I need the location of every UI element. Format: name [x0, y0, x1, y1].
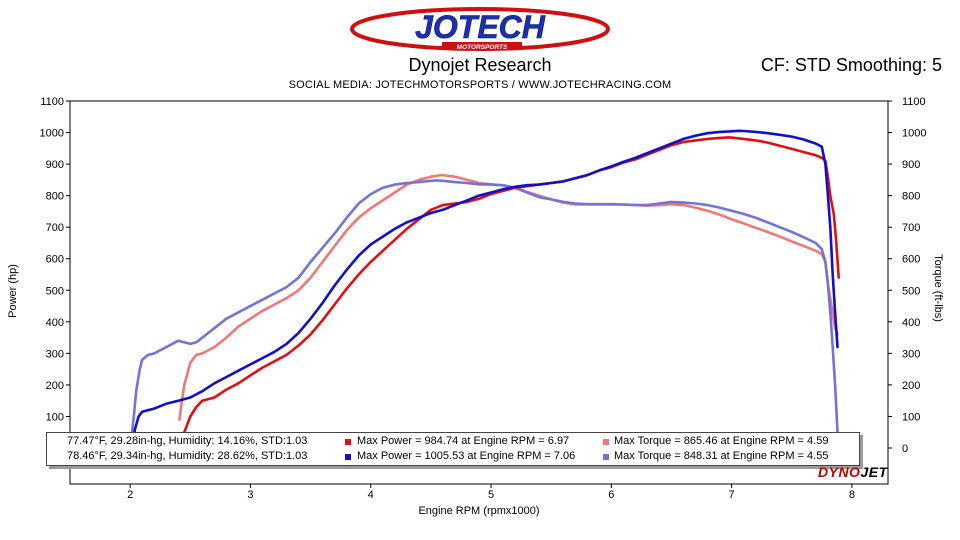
series-line-run-2-power — [131, 129, 839, 447]
chart-title: Dynojet Research — [408, 55, 552, 75]
y-tick-label: 1000 — [40, 128, 64, 140]
x-tick-label: 6 — [608, 489, 614, 501]
y-tick-label: 300 — [46, 348, 64, 360]
legend-swatch-run1-power — [345, 439, 351, 445]
legend-conditions: 78.46°F, 29.34in-hg, Humidity: 28.62%, S… — [67, 450, 308, 462]
y2-tick-label: 400 — [902, 317, 920, 329]
y2-tick-label: 100 — [902, 411, 920, 423]
y-tick-label: 600 — [46, 254, 64, 266]
legend-max-torque: Max Torque = 848.31 at Engine RPM = 4.55 — [614, 450, 829, 462]
y-axis-right: 0 100 200 300 400 500 600 700 800 900 1000 1100 — [888, 96, 926, 455]
y-tick-label: 1100 — [40, 96, 64, 108]
y2-tick-label: 900 — [902, 159, 920, 171]
legend-max-power: Max Power = 984.74 at Engine RPM = 6.97 — [357, 435, 570, 447]
y2-tick-label: 700 — [902, 222, 920, 234]
legend-row-run2: 78.46°F, 29.34in-hg, Humidity: 28.62%, S… — [47, 448, 859, 464]
y-tick-label: 900 — [46, 159, 64, 171]
dynojet-logo: DYNOJET — [818, 464, 888, 480]
legend: 77.47°F, 29.28in-hg, Humidity: 14.16%, S… — [46, 432, 860, 466]
logo-subtext: MOTORSPORTS — [457, 44, 508, 51]
y2-axis-label: Torque (ft-lbs) — [932, 254, 944, 322]
y-tick-label: 400 — [46, 317, 64, 329]
legend-swatch-run2-power — [345, 454, 351, 460]
y2-tick-label: 200 — [902, 380, 920, 392]
y2-tick-label: 0 — [902, 443, 908, 455]
jotech-logo: JOTECH MOTORSPORTS — [350, 7, 610, 51]
legend-row-run1: 77.47°F, 29.28in-hg, Humidity: 14.16%, S… — [47, 433, 859, 449]
chart-curves — [130, 129, 841, 447]
x-tick-label: 8 — [849, 489, 855, 501]
legend-max-torque: Max Torque = 865.46 at Engine RPM = 4.59 — [614, 435, 829, 447]
y-tick-label: 200 — [46, 380, 64, 392]
x-tick-label: 7 — [729, 489, 735, 501]
y2-tick-label: 800 — [902, 191, 920, 203]
series-line-run-2-torque — [130, 179, 839, 440]
correction-factor: CF: STD Smoothing: 5 — [760, 55, 942, 75]
legend-max-power: Max Power = 1005.53 at Engine RPM = 7.06 — [357, 450, 576, 462]
y2-tick-label: 1100 — [902, 96, 926, 108]
y2-tick-label: 1000 — [902, 128, 926, 140]
legend-conditions: 77.47°F, 29.28in-hg, Humidity: 14.16%, S… — [67, 435, 308, 447]
logo-text: JOTECH — [415, 9, 546, 45]
y-axis-label: Power (hp) — [7, 264, 19, 318]
y-axis-left: 100 200 300 400 500 600 700 800 900 1000 1100 — [40, 96, 70, 423]
dynojet-logo-a: DYNO — [818, 464, 861, 480]
x-tick-label: 4 — [368, 489, 374, 501]
y-tick-label: 800 — [46, 191, 64, 203]
x-tick-label: 5 — [488, 489, 494, 501]
dynojet-logo-b: JET — [860, 464, 888, 480]
legend-swatch-run2-torque — [603, 454, 609, 460]
x-axis: 2 3 4 5 6 7 8 — [127, 484, 855, 501]
x-axis-label: Engine RPM (rpmx1000) — [418, 505, 539, 517]
y-tick-label: 700 — [46, 222, 64, 234]
y2-tick-label: 600 — [902, 254, 920, 266]
plot-area — [69, 100, 889, 485]
legend-swatch-run1-torque — [603, 439, 609, 445]
chart-subtitle: SOCIAL MEDIA: JOTECHMOTORSPORTS / WWW.JO… — [288, 79, 672, 91]
y-tick-label: 100 — [46, 411, 64, 423]
y2-tick-label: 300 — [902, 348, 920, 360]
y2-tick-label: 500 — [902, 285, 920, 297]
y-tick-label: 500 — [46, 285, 64, 297]
x-tick-label: 3 — [247, 489, 253, 501]
x-tick-label: 2 — [127, 489, 133, 501]
